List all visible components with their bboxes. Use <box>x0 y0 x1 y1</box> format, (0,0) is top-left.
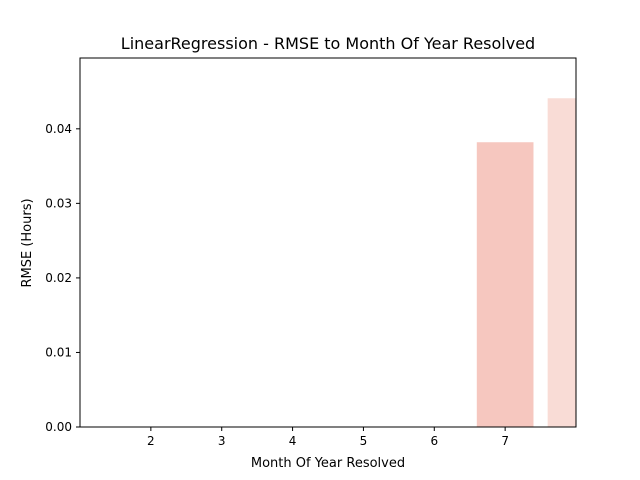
plot-frame <box>79 57 577 428</box>
bar-month-8 <box>547 98 576 427</box>
x-axis-label: Month Of Year Resolved <box>251 456 405 471</box>
y-tick-label: 0.01 <box>45 345 72 359</box>
x-tick-label: 4 <box>289 434 297 448</box>
y-axis-ticks: 0.00 0.01 0.02 0.03 0.04 <box>45 122 80 434</box>
x-tick-label: 3 <box>218 434 226 448</box>
chart-title: LinearRegression - RMSE to Month Of Year… <box>121 34 535 53</box>
x-tick-label: 6 <box>430 434 438 448</box>
y-tick-label: 0.03 <box>45 196 72 210</box>
y-tick-label: 0.00 <box>45 420 72 434</box>
y-tick-label: 0.02 <box>45 271 72 285</box>
bars-layer <box>476 98 576 427</box>
x-tick-label: 7 <box>501 434 509 448</box>
x-tick-label: 5 <box>360 434 368 448</box>
y-axis-label: RMSE (Hours) <box>20 198 35 287</box>
bar-month-7 <box>476 142 534 427</box>
x-axis-ticks: 2 3 4 5 6 7 <box>147 427 509 448</box>
x-tick-label: 2 <box>147 434 155 448</box>
y-tick-label: 0.04 <box>45 122 72 136</box>
